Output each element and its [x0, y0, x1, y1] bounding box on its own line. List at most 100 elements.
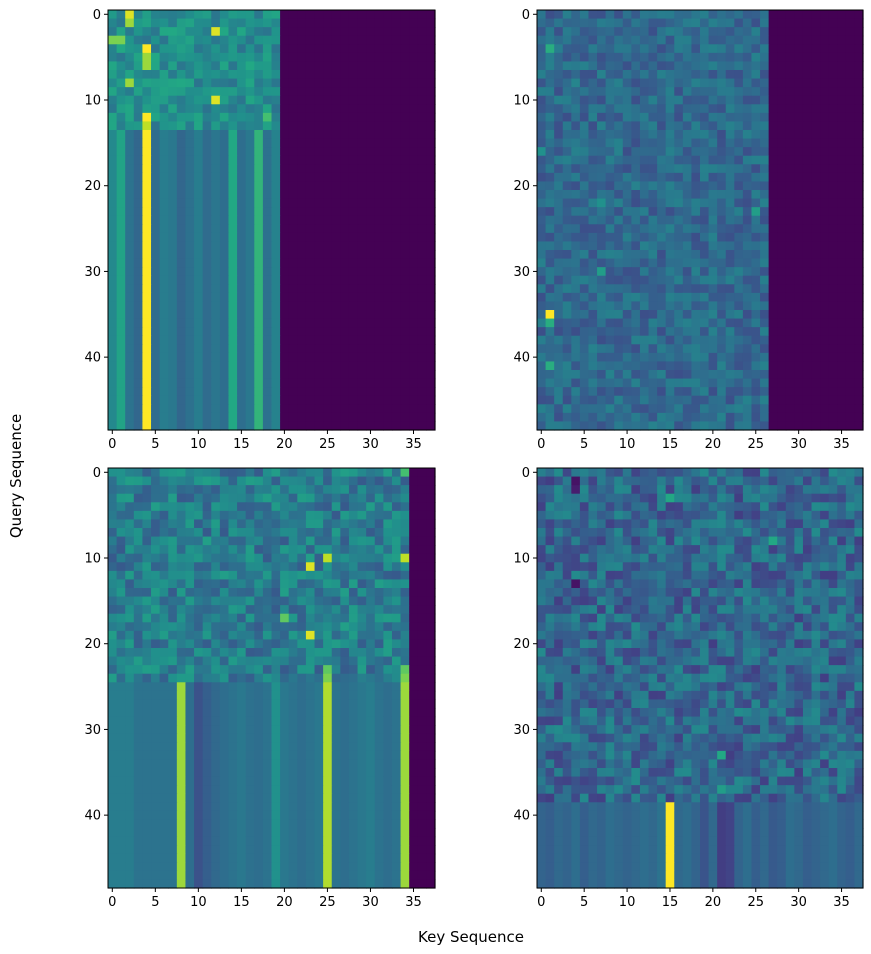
heatmap-cell	[176, 502, 187, 512]
heatmap-cell	[374, 528, 384, 538]
heatmap-cell	[237, 519, 247, 529]
heatmap-cell	[219, 699, 230, 709]
heatmap-cell	[760, 190, 770, 200]
heatmap-cell	[374, 656, 384, 666]
heatmap-cell	[202, 682, 212, 692]
heatmap-cell	[785, 421, 795, 431]
heatmap-cell	[297, 95, 307, 105]
heatmap-cell	[176, 352, 187, 363]
heatmap-cell	[323, 613, 333, 623]
heatmap-cell	[280, 716, 290, 726]
heatmap-cell	[639, 27, 650, 37]
heatmap-cell	[400, 284, 410, 294]
heatmap-cell	[811, 78, 821, 88]
heatmap-cell	[725, 78, 735, 88]
heatmap-cell	[837, 35, 847, 45]
heatmap-cell	[828, 78, 838, 88]
heatmap-cell	[237, 198, 247, 208]
heatmap-cell	[682, 275, 693, 285]
heatmap-cell	[116, 570, 126, 581]
heatmap-cell	[219, 250, 230, 260]
heatmap-cell	[176, 104, 187, 114]
heatmap-cell	[409, 172, 419, 183]
heatmap-cell	[837, 335, 847, 345]
heatmap-cell	[794, 370, 804, 380]
heatmap-cell	[571, 335, 581, 345]
heatmap-cell	[297, 395, 307, 405]
heatmap-cell	[125, 387, 135, 397]
heatmap-cell	[314, 224, 324, 234]
heatmap-cell	[691, 70, 701, 80]
heatmap-cell	[323, 656, 333, 666]
heatmap-cell	[245, 579, 255, 589]
heatmap-cell	[194, 87, 204, 97]
heatmap-cell	[348, 596, 359, 606]
heatmap-cell	[639, 104, 650, 114]
heatmap-cell	[176, 528, 187, 538]
heatmap-cell	[176, 545, 187, 555]
heatmap-cell	[254, 275, 264, 285]
heatmap-cell	[417, 147, 427, 157]
heatmap-cell	[588, 344, 598, 354]
heatmap-cell	[116, 335, 126, 345]
heatmap-cell	[845, 198, 856, 208]
heatmap-cell	[211, 52, 221, 63]
heatmap-cell	[751, 44, 761, 54]
heatmap-cell	[717, 318, 727, 328]
heatmap-cell	[811, 378, 821, 388]
heatmap-cell	[305, 361, 316, 371]
heatmap-cell	[785, 87, 795, 97]
heatmap-cell	[383, 562, 393, 572]
heatmap-cell	[725, 250, 735, 260]
heatmap-cell	[262, 232, 273, 243]
heatmap-cell	[383, 44, 393, 54]
heatmap-cell	[297, 267, 307, 277]
heatmap-cell	[811, 95, 821, 105]
heatmap-cell	[562, 44, 572, 54]
heatmap-cell	[357, 395, 367, 405]
heatmap-cell	[168, 198, 178, 208]
heatmap-cell	[768, 370, 778, 380]
heatmap-cell	[639, 112, 650, 123]
heatmap-cell	[323, 733, 333, 743]
heatmap-cell	[785, 258, 795, 268]
heatmap-cell	[305, 378, 316, 388]
heatmap-cell	[562, 215, 572, 225]
heatmap-cell	[777, 70, 787, 80]
heatmap-cell	[348, 395, 359, 405]
heatmap-cell	[262, 656, 273, 666]
heatmap-cell	[348, 468, 359, 478]
heatmap-cell	[725, 335, 735, 345]
heatmap-cell	[802, 70, 813, 80]
heatmap-cell	[622, 318, 632, 328]
heatmap-cell	[323, 468, 333, 478]
heatmap-cell	[331, 335, 341, 345]
heatmap-cell	[622, 250, 632, 260]
heatmap-cell	[648, 190, 658, 200]
heatmap-cell	[116, 232, 126, 243]
heatmap-cell	[383, 588, 393, 598]
heatmap-cell	[357, 87, 367, 97]
heatmap-cell	[237, 485, 247, 495]
heatmap-cell	[588, 18, 598, 28]
heatmap-cell	[391, 27, 402, 37]
heatmap-cell	[579, 378, 590, 388]
heatmap-cell	[323, 241, 333, 251]
heatmap-cell	[717, 138, 727, 148]
heatmap-cell	[417, 241, 427, 251]
heatmap-cell	[211, 241, 221, 251]
heatmap-cell	[271, 335, 281, 345]
heatmap-cell	[665, 164, 675, 174]
heatmap-cell	[366, 485, 376, 495]
heatmap-cell	[340, 335, 350, 345]
heatmap-cell	[357, 292, 367, 303]
heatmap-cell	[194, 716, 204, 726]
heatmap-cell	[639, 155, 650, 165]
heatmap-cell	[820, 78, 830, 88]
heatmap-cell	[116, 562, 126, 572]
heatmap-cell	[245, 95, 255, 105]
heatmap-cell	[142, 510, 152, 521]
heatmap-cell	[760, 104, 770, 114]
heatmap-cell	[357, 258, 367, 268]
heatmap-cell	[357, 181, 367, 191]
